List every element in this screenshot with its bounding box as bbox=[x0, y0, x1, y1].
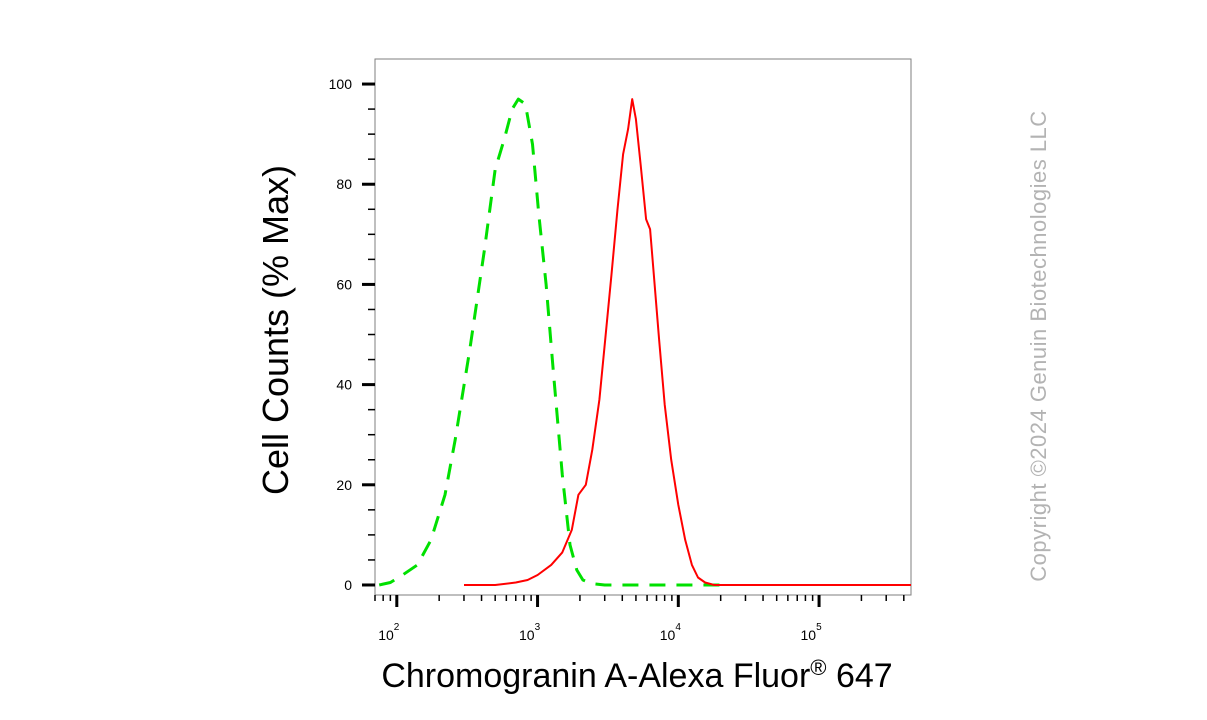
series-line-1 bbox=[464, 98, 911, 586]
copyright-watermark: Copyright ©2024 Genuin Biotechnologies L… bbox=[1026, 110, 1051, 581]
y-axis: 0 20 40 60 80 100 bbox=[329, 76, 375, 593]
x-tick-label: 102 bbox=[378, 622, 400, 643]
y-axis-title: Cell Counts (% Max) bbox=[255, 165, 296, 495]
x-tick-label: 103 bbox=[519, 622, 541, 643]
y-tick-label: 80 bbox=[336, 176, 352, 192]
y-tick-label: 20 bbox=[336, 477, 352, 493]
y-tick-label: 40 bbox=[336, 377, 352, 393]
series-layer bbox=[378, 97, 911, 587]
x-axis-title-registered-mark: ® bbox=[810, 655, 826, 680]
y-tick-label: 60 bbox=[336, 276, 352, 292]
x-axis-title-main: Chromogranin A-Alexa Fluor bbox=[381, 657, 810, 695]
x-tick-label: 105 bbox=[800, 622, 822, 643]
y-tick-label: 0 bbox=[344, 577, 352, 593]
x-tick-label: 104 bbox=[660, 622, 682, 643]
y-tick-label: 100 bbox=[329, 76, 353, 92]
x-axis-title-suffix: 647 bbox=[827, 657, 893, 695]
x-axis: 102 103 104 105 bbox=[374, 595, 905, 643]
plot-area bbox=[374, 58, 912, 596]
x-axis-title: Chromogranin A-Alexa Fluor® 647 bbox=[381, 655, 892, 695]
series-line-0 bbox=[378, 97, 721, 587]
